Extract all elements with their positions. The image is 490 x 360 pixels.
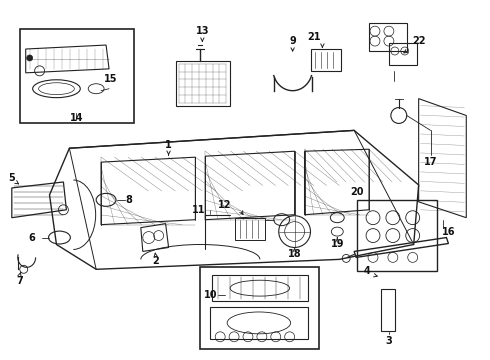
Bar (20, 29, 134, 123)
Text: 6: 6 (28, 233, 35, 243)
Text: 15: 15 (104, 74, 118, 84)
Circle shape (26, 55, 33, 61)
Text: 10: 10 (203, 290, 217, 300)
Bar (200, 267, 319, 349)
Text: 14: 14 (70, 113, 83, 123)
Text: 4: 4 (364, 266, 370, 276)
Text: 22: 22 (412, 36, 425, 46)
Text: 20: 20 (350, 187, 364, 197)
Bar (235, 218, 265, 239)
Text: 7: 7 (16, 276, 23, 286)
Bar (210, 307, 308, 339)
Bar (389, 43, 416, 65)
Text: 8: 8 (125, 195, 132, 205)
Text: 18: 18 (288, 249, 301, 260)
Text: 13: 13 (196, 26, 209, 36)
Bar (357, 200, 437, 271)
Bar (369, 23, 407, 51)
Text: 3: 3 (386, 336, 392, 346)
Text: 1: 1 (165, 140, 172, 150)
Text: 21: 21 (308, 32, 321, 42)
Text: 11: 11 (192, 205, 205, 215)
Text: 17: 17 (424, 157, 437, 167)
Text: 19: 19 (331, 239, 344, 248)
Bar (381, 289, 395, 331)
Text: 12: 12 (219, 200, 232, 210)
Bar (312, 49, 341, 71)
Bar (175, 61, 230, 105)
Text: 16: 16 (441, 226, 455, 237)
Text: 2: 2 (152, 256, 159, 266)
Text: 9: 9 (289, 36, 296, 46)
Bar (212, 275, 308, 301)
Text: 5: 5 (8, 173, 15, 183)
